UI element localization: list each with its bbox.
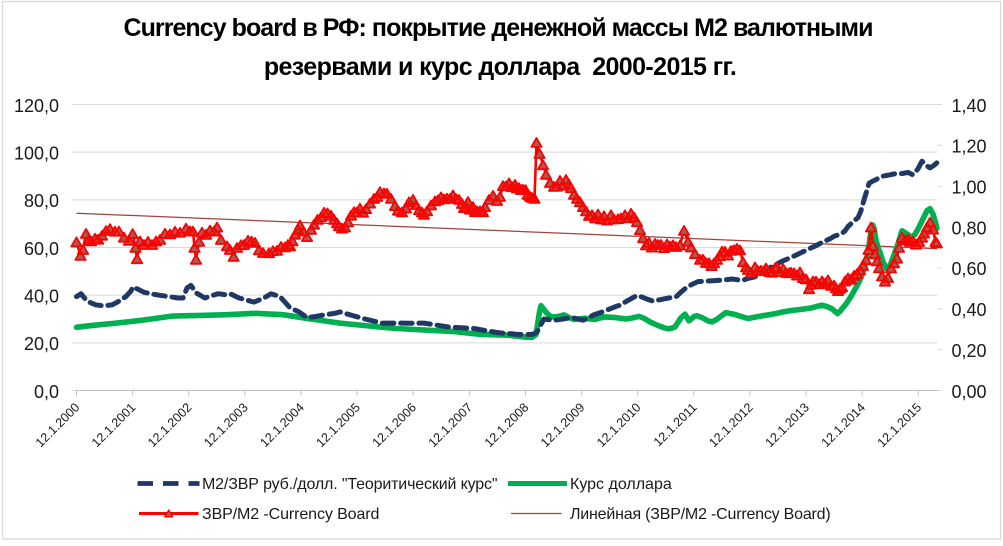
- svg-text:1,00: 1,00: [952, 178, 987, 198]
- svg-text:120,0: 120,0: [14, 96, 59, 116]
- svg-text:1,40: 1,40: [952, 96, 987, 116]
- svg-text:40,0: 40,0: [24, 287, 59, 307]
- svg-text:0,0: 0,0: [34, 382, 59, 402]
- svg-text:0,80: 0,80: [952, 218, 987, 238]
- svg-text:Currency board в РФ: покрытие: Currency board в РФ: покрытие денежной м…: [124, 14, 873, 42]
- svg-text:100,0: 100,0: [14, 144, 59, 164]
- svg-text:Курс доллара: Курс доллара: [570, 476, 672, 493]
- svg-text:0,00: 0,00: [952, 382, 987, 402]
- svg-text:1,20: 1,20: [952, 137, 987, 157]
- svg-text:20,0: 20,0: [24, 334, 59, 354]
- svg-text:резервами и курс доллара 2000: резервами и курс доллара 2000-2015 гг.: [264, 53, 736, 81]
- svg-text:ЗВР/М2 -Currency Board: ЗВР/М2 -Currency Board: [202, 506, 379, 523]
- svg-text:80,0: 80,0: [24, 191, 59, 211]
- svg-text:0,40: 0,40: [952, 300, 987, 320]
- svg-text:0,20: 0,20: [952, 341, 987, 361]
- svg-text:60,0: 60,0: [24, 239, 59, 259]
- svg-text:М2/ЗВР руб./долл. "Теоритическ: М2/ЗВР руб./долл. "Теоритический курс": [202, 476, 497, 493]
- svg-text:Линейная (ЗВР/М2 -Currency Boa: Линейная (ЗВР/М2 -Currency Board): [570, 506, 831, 523]
- svg-text:0,60: 0,60: [952, 259, 987, 279]
